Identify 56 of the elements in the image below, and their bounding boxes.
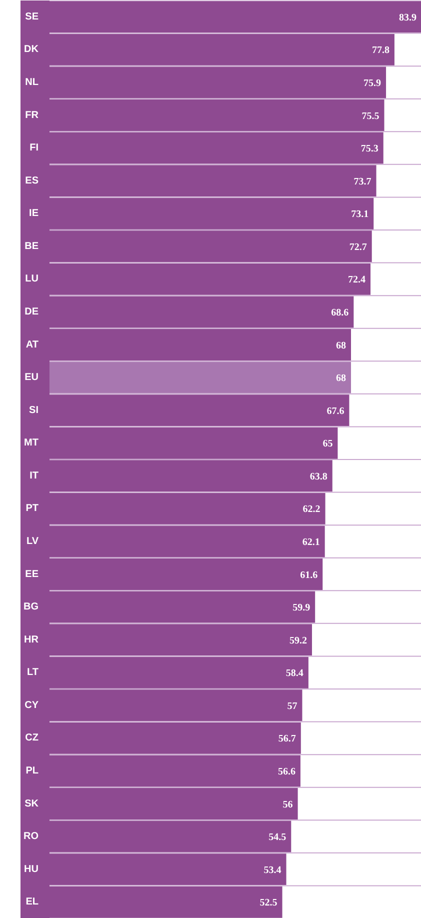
y-tick-label: HU	[24, 864, 39, 875]
y-tick-label: BG	[24, 602, 39, 613]
data-label: 65	[322, 438, 333, 450]
data-label: 57	[287, 700, 298, 712]
y-tick-label: PT	[26, 503, 39, 514]
y-tick-label: BE	[24, 240, 39, 252]
y-tick-label: RO	[24, 831, 39, 842]
data-label: 62.2	[302, 504, 320, 516]
y-tick-label: CZ	[25, 732, 39, 744]
data-label: 72.7	[349, 242, 367, 253]
data-label: 83.9	[399, 12, 416, 24]
y-tick-label: EE	[25, 568, 39, 580]
y-tick-label: EL	[26, 896, 39, 908]
y-tick-label: LT	[27, 667, 39, 678]
y-tick-label: FR	[25, 110, 40, 121]
data-label: 68	[336, 373, 346, 384]
y-tick-label: ES	[25, 175, 39, 186]
data-label: 56.7	[278, 734, 296, 745]
data-label: 61.6	[300, 570, 318, 581]
data-label: 52.5	[260, 898, 278, 909]
y-tick-label: AT	[26, 339, 39, 350]
y-tick-label: LV	[26, 536, 39, 547]
data-label: 75.3	[360, 144, 378, 155]
y-tick-label: NL	[25, 76, 39, 88]
y-tick-label: SE	[25, 11, 39, 22]
data-label: 68	[336, 340, 346, 352]
data-label: 59.2	[289, 635, 307, 646]
data-label: 56.6	[278, 766, 296, 778]
y-tick-label: MT	[24, 438, 39, 449]
y-tick-label: FI	[30, 142, 39, 154]
data-label: 67.6	[326, 406, 344, 417]
y-tick-label: CY	[24, 700, 39, 711]
data-label: 59.9	[292, 602, 310, 614]
data-label: 77.8	[372, 45, 390, 56]
y-tick-label: LU	[25, 274, 39, 285]
y-tick-label: IT	[30, 470, 39, 482]
data-label: 56	[282, 799, 293, 810]
y-tick-label: HR	[24, 634, 40, 646]
data-label: 63.8	[310, 471, 328, 482]
data-label: 53.4	[264, 864, 282, 876]
data-label: 58.4	[286, 668, 304, 680]
data-label: 68.6	[331, 307, 349, 318]
y-tick-label: EU	[24, 372, 39, 384]
data-label: 73.1	[351, 209, 369, 220]
y-tick-label: DE	[24, 306, 39, 318]
data-label: 62.1	[302, 536, 320, 548]
data-label: 54.5	[268, 832, 286, 844]
data-label: 75.9	[364, 78, 382, 89]
y-tick-label: DK	[24, 44, 40, 56]
y-tick-label: IE	[29, 208, 39, 220]
y-tick-label: SI	[29, 404, 39, 416]
y-tick-label: SK	[24, 798, 40, 810]
data-label: 75.5	[362, 110, 380, 122]
data-label: 73.7	[354, 176, 372, 188]
y-tick-label: PL	[26, 765, 39, 776]
data-label: 72.4	[348, 274, 366, 286]
